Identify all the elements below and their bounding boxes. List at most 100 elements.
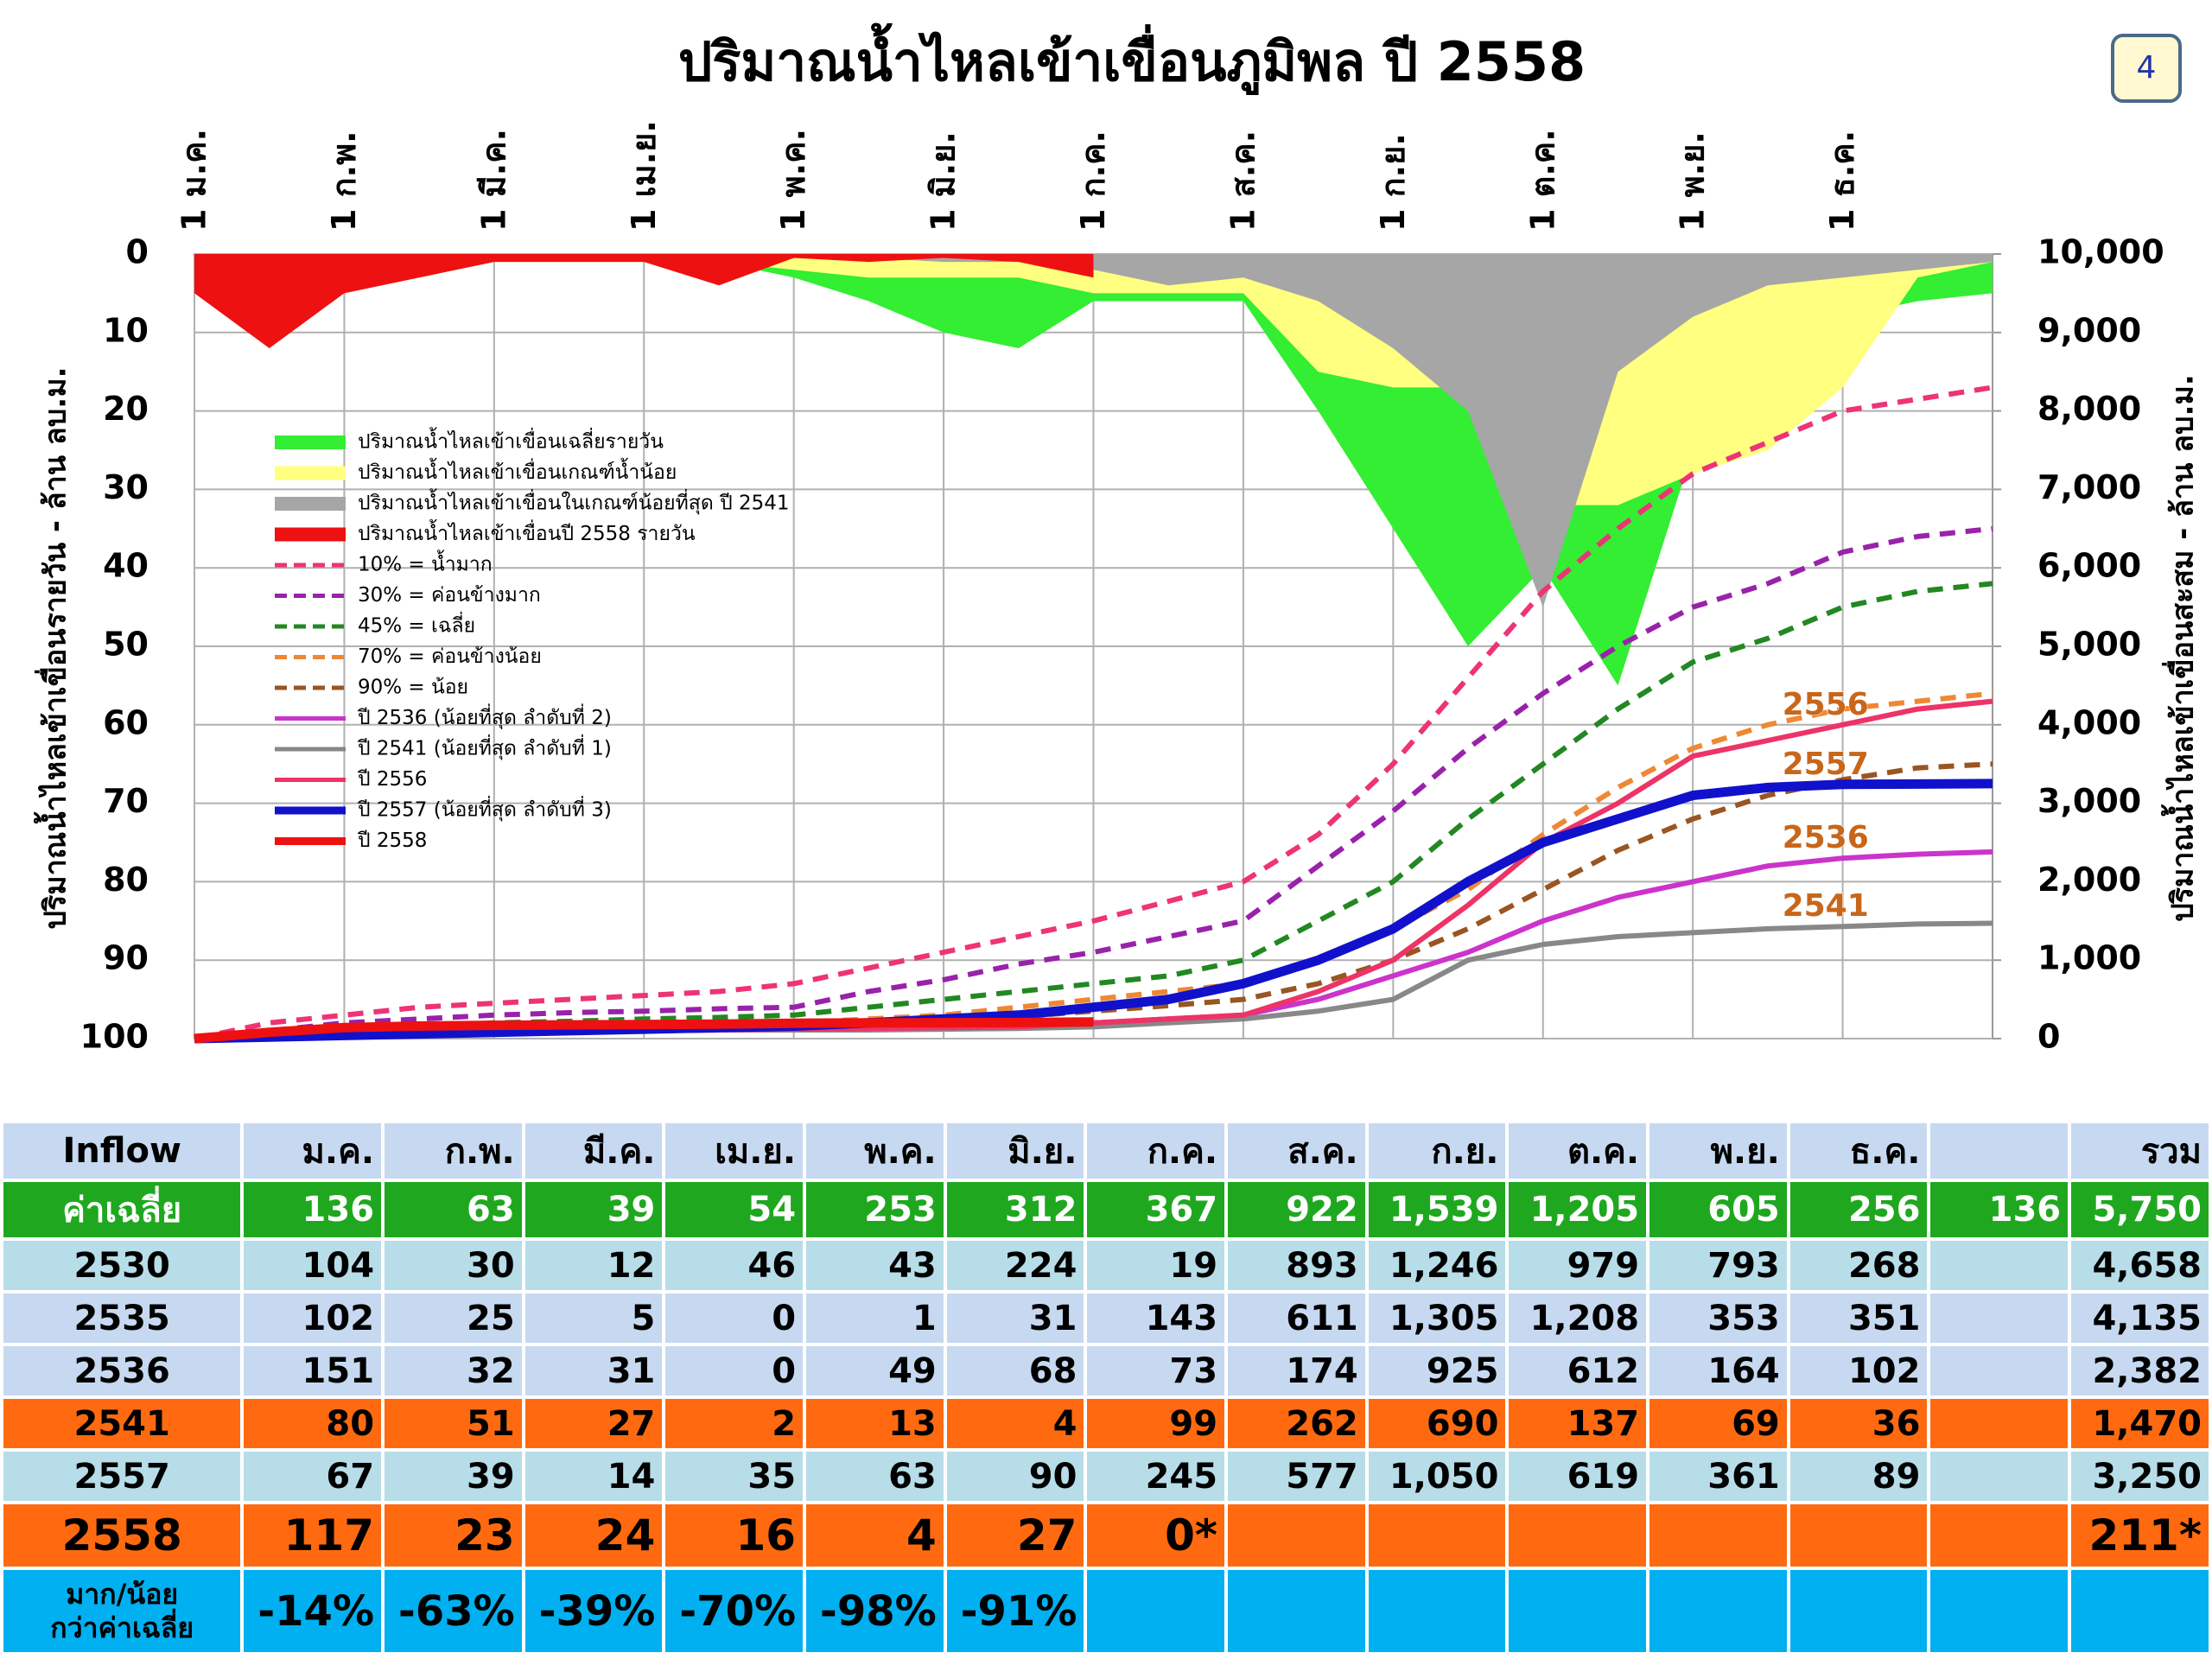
y2-tick-label: 9,000 [2037,311,2141,349]
table-cell: 253 [806,1182,944,1237]
table-cell: 605 [1649,1182,1787,1237]
legend-swatch [275,497,346,511]
y-tick-label: 10 [103,311,149,349]
line [194,525,1993,1041]
x-tick-label: 1 พ.ย. [1674,131,1712,232]
table-cell [1930,1504,2069,1567]
x-tick-label: 1 มี.ค. [474,129,512,232]
line [194,385,1993,1041]
table-cell [1930,1399,2069,1448]
table-cell: -91% [946,1570,1084,1652]
table-cell: -98% [806,1570,944,1652]
header-cell: มิ.ย. [946,1123,1084,1179]
table-cell: 922 [1228,1182,1365,1237]
table-cell: 14 [524,1452,663,1501]
table-cell: 1,208 [1509,1294,1647,1343]
table-cell: 54 [665,1182,804,1237]
table-cell: 30 [385,1241,522,1290]
table-cell: 1,205 [1509,1182,1647,1237]
legend-label: 70% = ค่อนข้างน้อย [358,645,542,668]
table-cell: 39 [524,1182,663,1237]
table-cell: 36 [1789,1399,1928,1448]
header-cell: Inflow [3,1123,241,1179]
legend-label: 30% = ค่อนข้างมาก [358,584,541,607]
table-cell: 690 [1368,1399,1506,1448]
table-cell: 5 [524,1294,663,1343]
table-cell: 136 [1930,1182,2069,1237]
table-cell [1789,1570,1928,1652]
header-cell: ม.ค. [244,1123,382,1179]
table-cell: 32 [385,1346,522,1395]
header-cell: ก.ย. [1368,1123,1506,1179]
table-cell: 31 [946,1294,1084,1343]
table-cell: 46 [665,1241,804,1290]
table-cell: 979 [1509,1241,1647,1290]
table-cell: 174 [1228,1346,1365,1395]
page-number-box [2111,34,2182,103]
table-cell [1649,1570,1787,1652]
y2-tick-label: 7,000 [2037,468,2141,506]
x-tick-label: 1 ก.ย. [1374,133,1412,232]
legend-label: 90% = น้อย [358,677,468,699]
legend-swatch [275,435,346,449]
table-row: มาก/น้อย กว่าค่าเฉลี่ย -14% -63% -39% -70% -9… [3,1570,2209,1652]
table-cell: 27 [524,1399,663,1448]
line [194,1017,1094,1044]
table-cell: 262 [1228,1399,1365,1448]
x-tick-label: 1 ส.ค. [1224,130,1262,232]
legend-label: ปี 2556 [357,768,427,791]
table-cell: -63% [385,1570,522,1652]
header-cell: ธ.ค. [1789,1123,1928,1179]
inflow-table: Inflow ม.ค. ก.พ. มี.ค. เม.ย. พ.ค. มิ.ย. ก.ค. ส.ค… [0,1120,2212,1656]
legend-label: ปี 2536 (น้อยที่สุด ลำดับที่ 2) [357,703,611,729]
table-cell: 4,658 [2071,1241,2209,1290]
table-cell: 1,246 [1368,1241,1506,1290]
y2-tick-label: 10,000 [2037,233,2164,271]
header-cell: รวม [2071,1123,2209,1179]
legend-label: 10% = น้ำมาก [358,550,493,576]
table-cell [1930,1452,2069,1501]
table-cell: 35 [665,1452,804,1501]
table-cell: 117 [244,1504,382,1567]
table-cell: 63 [806,1452,944,1501]
chart: ปริมาณน้ำไหลเข้าเขื่อนภูมิพล ปี 2558 4 ป… [34,22,2201,1056]
table-cell: 63 [385,1182,522,1237]
row-label: 2535 [3,1294,241,1343]
table-cell: 23 [385,1504,522,1567]
x-tick-label: 1 ก.ค. [1074,130,1112,232]
table-cell: 39 [385,1452,522,1501]
table-cell: 2,382 [2071,1346,2209,1395]
table-cell [1930,1570,2069,1652]
x-tick-label: 1 ต.ค. [1523,129,1561,232]
y2-tick-label: 0 [2037,1018,2060,1056]
table-cell: 143 [1087,1294,1225,1343]
table-cell: 19 [1087,1241,1225,1290]
line-label: 2541 [1783,888,1869,924]
x-tick-label: 1 ก.พ. [325,130,363,232]
header-row: Inflow ม.ค. ก.พ. มี.ค. เม.ย. พ.ค. มิ.ย. ก.ค. ส.ค… [3,1123,2209,1179]
x-tick-label: 1 เม.ย. [625,120,663,232]
table-cell [1509,1504,1647,1567]
table-cell [1509,1570,1647,1652]
table-cell [1789,1504,1928,1567]
table-cell: -70% [665,1570,804,1652]
table-cell: -39% [524,1570,663,1652]
table-cell: 577 [1228,1452,1365,1501]
legend-label: ปริมาณน้ำไหลเข้าเขื่อนเกณฑ์น้ำน้อย [358,458,677,484]
row-label: มาก/น้อย กว่าค่าเฉลี่ย [3,1570,241,1652]
line-label: 2536 [1783,820,1869,855]
table-cell: 0 [665,1294,804,1343]
table-cell: 99 [1087,1399,1225,1448]
table-cell: 612 [1509,1346,1647,1395]
y-tick-label: 50 [103,626,149,664]
header-cell: พ.ย. [1649,1123,1787,1179]
table-cell [1649,1504,1787,1567]
table-cell [1228,1504,1365,1567]
table-cell: 4 [946,1399,1084,1448]
table-cell: 4 [806,1504,944,1567]
table-cell: 1,050 [1368,1452,1506,1501]
y-tick-label: 20 [103,390,149,428]
table-cell: 1,539 [1368,1182,1506,1237]
table-cell: 312 [946,1182,1084,1237]
table-cell: 102 [244,1294,382,1343]
